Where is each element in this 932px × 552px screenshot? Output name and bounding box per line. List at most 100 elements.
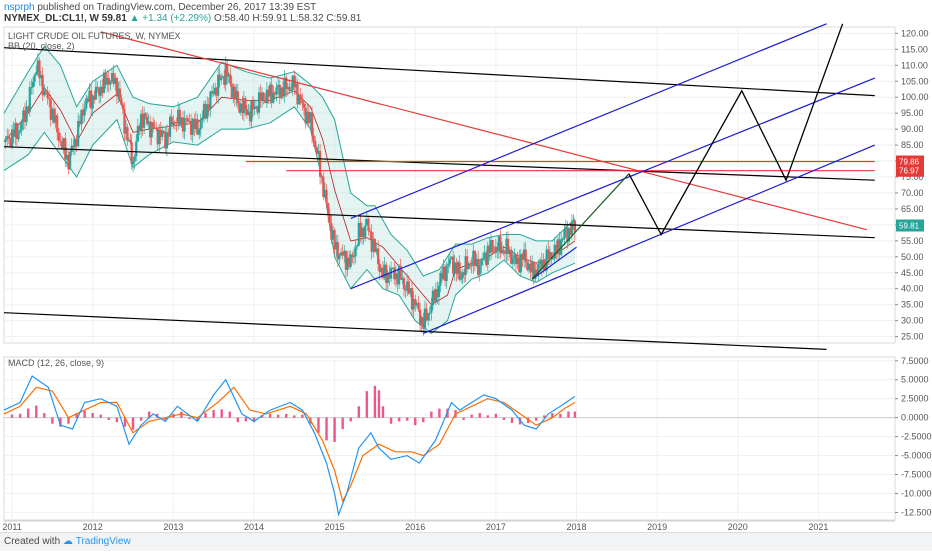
candle-body: [121, 104, 125, 110]
candle-body: [318, 151, 322, 177]
candle-body: [30, 87, 33, 89]
footer-bar: Created with ☁ TradingView: [0, 532, 932, 551]
macd-tick-label: 5.0000: [901, 375, 929, 385]
candle-body: [553, 244, 556, 259]
candle-body: [299, 94, 302, 101]
candle-body: [181, 117, 185, 132]
candle-body: [529, 263, 532, 273]
candle-body: [463, 272, 466, 275]
black-trendline: [3, 146, 875, 181]
candle-body: [23, 110, 27, 123]
macd-histogram-bar: [10, 414, 14, 418]
candle-body: [362, 227, 365, 238]
candle-body: [204, 103, 207, 119]
macd-tick-label: -2.5000: [901, 432, 932, 442]
macd-histogram-bar: [196, 417, 199, 421]
x-tick-label: 2013: [163, 522, 183, 532]
candle-body: [218, 74, 221, 81]
candle-body: [83, 108, 86, 116]
candle-body: [75, 139, 78, 147]
candle-body: [522, 249, 526, 260]
candle-body: [531, 261, 534, 273]
candle-body: [217, 74, 220, 96]
candle-body: [375, 248, 378, 252]
candle-body: [136, 125, 139, 142]
candle-body: [368, 230, 372, 232]
macd-histogram-bar: [377, 390, 381, 418]
candle-body: [110, 72, 114, 82]
price-label-text: 76.97: [899, 167, 920, 176]
price-chart[interactable]: 120.00 115.00 110.00 105.00 100.00 95.00 90.00…: [0, 0, 932, 532]
candle-body: [401, 278, 404, 280]
candle-body: [115, 78, 118, 97]
candle-body: [380, 267, 383, 273]
black-trendline: [3, 200, 875, 239]
macd-histogram-bar: [244, 417, 248, 422]
candle-body: [251, 100, 255, 110]
candle-body: [437, 285, 441, 298]
candle-body: [472, 250, 475, 267]
candle-body: [439, 272, 442, 286]
y-tick-label: 105.00: [901, 76, 929, 86]
candle-body: [466, 256, 469, 269]
candle-body: [423, 308, 427, 329]
macd-histogram-bar: [204, 413, 207, 418]
candle-body: [349, 254, 352, 267]
candle-body: [96, 86, 99, 88]
candle-body: [335, 242, 338, 250]
candle-body: [396, 273, 399, 285]
candle-body: [348, 257, 351, 267]
candle-body: [445, 265, 448, 281]
candle-body: [44, 90, 48, 93]
candle-body: [433, 290, 436, 302]
macd-line: [3, 375, 576, 517]
candle-body: [417, 303, 420, 310]
candle-body: [35, 72, 38, 76]
candle-body: [291, 75, 294, 90]
macd-tick-label: -7.5000: [901, 470, 932, 480]
candle-body: [518, 257, 521, 273]
candle-body: [567, 228, 570, 242]
candle-body: [188, 121, 191, 123]
macd-histogram-bar: [365, 391, 369, 418]
red-trendline: [100, 31, 867, 231]
candle-body: [322, 176, 325, 197]
candle-body: [244, 98, 247, 110]
candle-body: [341, 252, 344, 256]
candle-body: [456, 262, 460, 274]
x-tick-label: 2020: [728, 522, 748, 532]
last-price: 59.81: [101, 13, 127, 24]
x-tick-label: 2012: [83, 522, 103, 532]
candle-body: [141, 114, 144, 128]
candle-body: [226, 64, 229, 77]
x-tick-label: 2016: [405, 522, 425, 532]
author-link[interactable]: nsprph: [4, 2, 35, 13]
candle-body: [539, 259, 542, 265]
candle-body: [414, 299, 417, 306]
candle-body: [277, 84, 280, 88]
candle-body: [372, 239, 375, 252]
candle-body: [93, 95, 96, 100]
macd-histogram-bar: [35, 405, 38, 418]
macd-histogram-bar: [486, 415, 490, 418]
candle-body: [155, 127, 158, 129]
candle-body: [186, 118, 189, 122]
candle-body: [173, 122, 177, 124]
candle-body: [117, 88, 120, 97]
candle-body: [442, 266, 445, 280]
candle-body: [491, 240, 494, 252]
macd-histogram-bar: [252, 417, 256, 423]
macd-histogram-bar: [341, 417, 344, 430]
candle-body: [41, 74, 44, 96]
macd-histogram-bar: [67, 417, 70, 424]
candle-body: [131, 161, 135, 165]
candle-body: [268, 84, 272, 97]
candle-body: [469, 264, 472, 266]
candle-body: [524, 249, 527, 262]
tradingview-brand[interactable]: TradingView: [75, 536, 131, 547]
candle-body: [558, 239, 561, 255]
candle-body: [566, 227, 569, 242]
macd-histogram-bar: [438, 408, 441, 418]
candle-body: [519, 254, 522, 273]
x-tick-label: 2019: [647, 522, 667, 532]
